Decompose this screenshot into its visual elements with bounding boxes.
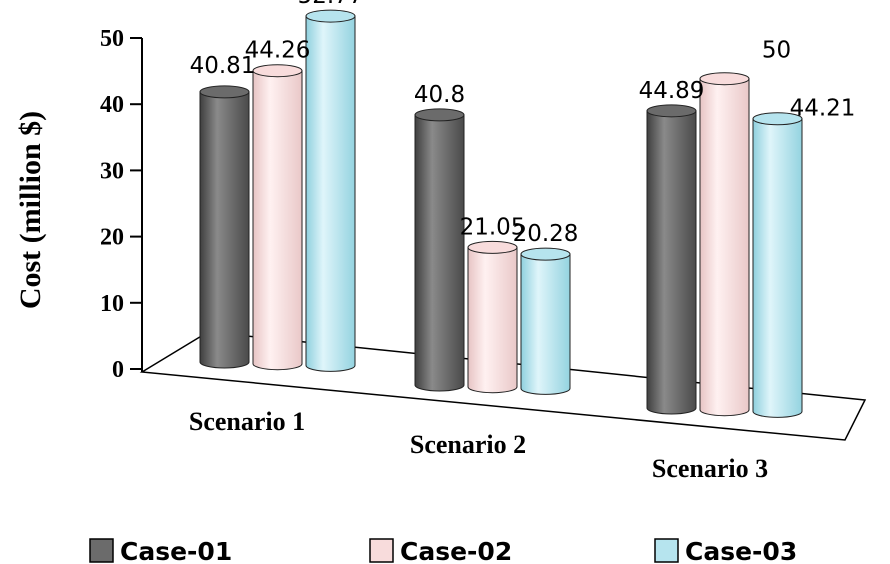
bar-case-03-scenario-1 bbox=[305, 9, 356, 372]
bar-top bbox=[646, 104, 697, 118]
data-label: 44.21 bbox=[790, 96, 856, 122]
legend-item-case-03: Case-03 bbox=[654, 537, 797, 564]
bar-body bbox=[520, 253, 571, 395]
y-tick-label: 30 bbox=[100, 158, 124, 184]
bars bbox=[199, 9, 803, 418]
bar-top bbox=[414, 108, 465, 122]
bar-top bbox=[305, 9, 356, 23]
bar-case-02-scenario-3 bbox=[699, 72, 750, 417]
bar-case-02-scenario-1 bbox=[252, 64, 303, 371]
data-label: 40.8 bbox=[414, 82, 465, 108]
bar-top bbox=[520, 247, 571, 261]
bar-case-03-scenario-2 bbox=[520, 247, 571, 395]
bar-case-01-scenario-2 bbox=[414, 108, 465, 392]
bar-top bbox=[752, 112, 803, 126]
bar-case-03-scenario-3 bbox=[752, 112, 803, 418]
y-tick-label: 40 bbox=[100, 92, 124, 118]
y-axis-title: Cost (million $) bbox=[14, 111, 47, 309]
category-label: Scenario 3 bbox=[652, 454, 768, 483]
legend-item-case-01: Case-01 bbox=[89, 537, 232, 564]
legend-swatch bbox=[369, 538, 394, 563]
y-tick-label: 0 bbox=[112, 357, 124, 383]
legend-label: Case-01 bbox=[120, 537, 232, 564]
data-label: 44.89 bbox=[639, 78, 705, 104]
legend-item-case-02: Case-02 bbox=[369, 537, 512, 564]
y-ticks: 0 10 20 30 40 50 bbox=[100, 26, 142, 383]
bar-body bbox=[646, 110, 697, 415]
bar-top bbox=[252, 64, 303, 78]
bar-case-02-scenario-2 bbox=[467, 240, 518, 394]
bar-top bbox=[199, 85, 250, 99]
bar-body bbox=[414, 114, 465, 392]
bar-body bbox=[252, 70, 303, 371]
category-labels: Scenario 1 Scenario 2 Scenario 3 bbox=[189, 407, 768, 483]
legend-label: Case-02 bbox=[400, 537, 512, 564]
bar-top bbox=[699, 72, 750, 86]
legend-swatch bbox=[654, 538, 679, 563]
bar-top bbox=[467, 240, 518, 254]
data-label: 50 bbox=[762, 38, 791, 64]
bar-body bbox=[305, 15, 356, 372]
data-label: 40.81 bbox=[190, 53, 256, 79]
data-label: 21.05 bbox=[460, 214, 526, 240]
bar-case-01-scenario-1 bbox=[199, 85, 250, 369]
legend-swatch bbox=[89, 538, 114, 563]
category-label: Scenario 2 bbox=[410, 430, 526, 459]
data-label: 20.28 bbox=[513, 221, 579, 247]
bar-case-01-scenario-3 bbox=[646, 104, 697, 415]
floor-plane bbox=[139, 331, 867, 441]
axes bbox=[139, 38, 867, 441]
bar-body bbox=[752, 118, 803, 418]
bar-body bbox=[199, 91, 250, 369]
bar-body bbox=[467, 246, 518, 394]
legend: Case-01 Case-02 Case-03 bbox=[89, 537, 797, 564]
data-label: 44.26 bbox=[245, 38, 311, 64]
data-label: 52.77 bbox=[298, 0, 364, 9]
y-tick-label: 20 bbox=[100, 225, 124, 251]
y-tick-label: 10 bbox=[100, 291, 124, 317]
legend-label: Case-03 bbox=[685, 537, 797, 564]
bar-body bbox=[699, 78, 750, 417]
category-label: Scenario 1 bbox=[189, 407, 305, 436]
y-tick-label: 50 bbox=[100, 26, 124, 52]
